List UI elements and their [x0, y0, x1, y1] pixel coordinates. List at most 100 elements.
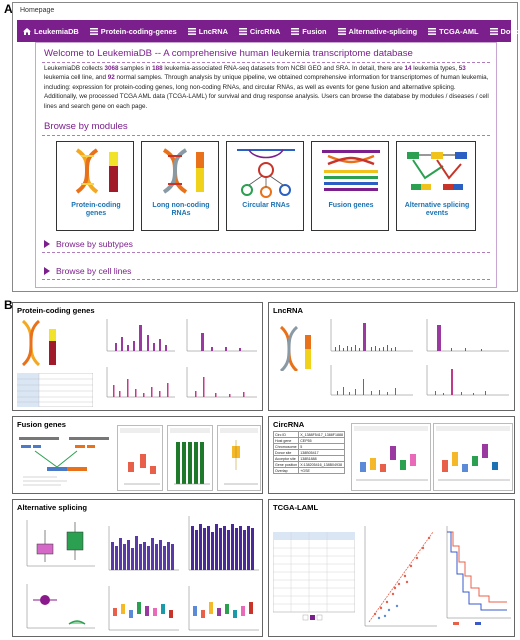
dna-chromosome-icon: [21, 319, 56, 367]
list-icon: [489, 27, 498, 35]
psi-multi-boxplot: [188, 586, 259, 631]
rna-helix-icon: [279, 325, 311, 371]
nav-document[interactable]: Doucument: [489, 26, 520, 36]
splicing-icon: [407, 152, 467, 190]
section-tcga-laml: TCGA-LAML: [268, 499, 515, 637]
modules-row: Protein-coding genes Long non-coding RNA…: [56, 141, 476, 231]
list-icon: [428, 27, 437, 35]
section-lncrna: LncRNA: [268, 302, 515, 411]
fusion-structure-diagram: [19, 437, 109, 486]
circrna-boxplot: [433, 423, 513, 491]
section-circrna: CircRNA Circ ID X_1388F5417_1388F1888 Hos…: [268, 416, 515, 494]
nav-label: Doucument: [500, 26, 520, 36]
list-icon: [89, 27, 98, 35]
circrna-info-table: Circ ID X_1388F5417_1388F1888 Host gene CE…: [272, 431, 345, 474]
module-alternative-splicing[interactable]: Alternative splicing events: [396, 141, 476, 231]
module-label: Fusion genes: [328, 202, 374, 209]
divider: [42, 135, 490, 136]
browse-subtypes-link[interactable]: Browse by subtypes: [44, 239, 133, 249]
list-icon: [337, 27, 346, 35]
gene-info-table: [16, 372, 94, 408]
nav-label: Protein-coding-genes: [100, 26, 177, 36]
section-title: TCGA-LAML: [273, 503, 319, 512]
table-row: Overlap +GSE: [272, 467, 345, 474]
nav-label: LeukemiaDB: [34, 26, 79, 36]
section-title: Fusion genes: [17, 420, 66, 429]
browse-subtypes-label: Browse by subtypes: [56, 239, 133, 249]
module-circrna[interactable]: Circular RNAs: [226, 141, 304, 231]
psi-multi-boxplot: [108, 586, 179, 631]
homepage-label: Homepage: [20, 7, 55, 14]
section-title: Alternative splicing: [17, 503, 88, 512]
psi-barplot: [108, 526, 179, 571]
expand-arrow-icon: [44, 240, 50, 248]
fusion-gene-icon: [322, 150, 380, 191]
module-label: Circular RNAs: [242, 202, 290, 209]
fusion-boxplot: [217, 425, 261, 491]
module-label: Protein-coding genes: [71, 202, 121, 217]
intro-text: LeukemiaDB collects 3068 samples in 188 …: [44, 65, 489, 110]
drug-response-table: [272, 531, 356, 622]
nav-protein-coding-genes[interactable]: Protein-coding-genes: [89, 26, 177, 36]
expand-arrow-icon: [44, 267, 50, 275]
circrna-boxplot: [351, 423, 431, 491]
panel-a-label: A: [4, 2, 13, 16]
browse-cell-lines-link[interactable]: Browse by cell lines: [44, 266, 131, 276]
module-lncrna[interactable]: Long non-coding RNAs: [141, 141, 219, 231]
nav-leukemiadb[interactable]: LeukemiaDB: [23, 27, 79, 36]
nav-fusion[interactable]: Fusion: [291, 26, 327, 36]
section-alternative-splicing: Alternative splicing: [12, 499, 263, 637]
type-count: 14: [404, 65, 412, 72]
list-icon: [238, 27, 247, 35]
browse-cell-lines-label: Browse by cell lines: [56, 266, 132, 276]
expression-barplot: [106, 367, 175, 398]
nav-label: TCGA-AML: [439, 26, 479, 36]
section-title: Protein-coding genes: [17, 306, 95, 315]
expression-barplot: [426, 319, 509, 352]
psi-barplot: [188, 516, 259, 571]
top-navbar: LeukemiaDB Protein-coding-genes LncRNA C…: [17, 20, 520, 42]
rna-helix-icon: [162, 148, 204, 194]
expression-barplot: [330, 319, 413, 352]
fusion-barplot: [167, 425, 213, 491]
nav-tcga-aml[interactable]: TCGA-AML: [428, 26, 479, 36]
nav-lncrna[interactable]: LncRNA: [187, 27, 228, 36]
welcome-title: Welcome to LeukemiaDB -- A comprehensive…: [44, 48, 413, 59]
nav-label: CircRNA: [249, 26, 281, 36]
cell-line-count: 53: [458, 65, 466, 72]
sample-count: 3068: [104, 65, 119, 72]
normal-count: 92: [107, 74, 115, 82]
dna-chromosome-icon: [75, 148, 118, 194]
survival-curve-plot: [446, 526, 511, 625]
psi-boxplot: [26, 520, 95, 567]
module-protein-coding[interactable]: Protein-coding genes: [56, 141, 134, 231]
home-icon: [23, 27, 31, 35]
nav-alternative-splicing[interactable]: Alternative-splicing: [337, 26, 418, 36]
expression-barplot: [106, 319, 175, 352]
nav-label: Alternative-splicing: [348, 26, 418, 36]
browse-modules-title: Browse by modules: [44, 121, 128, 132]
correlation-scatter-plot: [364, 526, 437, 627]
panel-b-label: B: [4, 298, 13, 312]
nav-label: Fusion: [302, 26, 327, 36]
expression-barplot: [186, 367, 257, 398]
section-title: CircRNA: [273, 420, 305, 429]
module-label: Long non-coding RNAs: [152, 202, 210, 217]
divider: [42, 279, 490, 280]
divider: [42, 62, 490, 63]
section-protein-coding: Protein-coding genes: [12, 302, 263, 411]
divider: [42, 252, 490, 253]
expression-barplot: [186, 319, 257, 352]
nav-circrna[interactable]: CircRNA: [238, 26, 281, 36]
list-icon: [187, 27, 196, 35]
section-fusion: Fusion genes: [12, 416, 263, 494]
main-content: Welcome to LeukemiaDB -- A comprehensive…: [35, 42, 497, 288]
homepage-frame: Homepage LeukemiaDB Protein-coding-genes…: [12, 2, 520, 292]
circular-rna-icon: [237, 149, 295, 198]
module-label: Alternative splicing events: [404, 202, 470, 217]
module-fusion[interactable]: Fusion genes: [311, 141, 389, 231]
fusion-boxplot: [117, 425, 163, 491]
section-title: LncRNA: [273, 306, 303, 315]
expression-barplot: [426, 365, 509, 396]
list-icon: [291, 27, 300, 35]
